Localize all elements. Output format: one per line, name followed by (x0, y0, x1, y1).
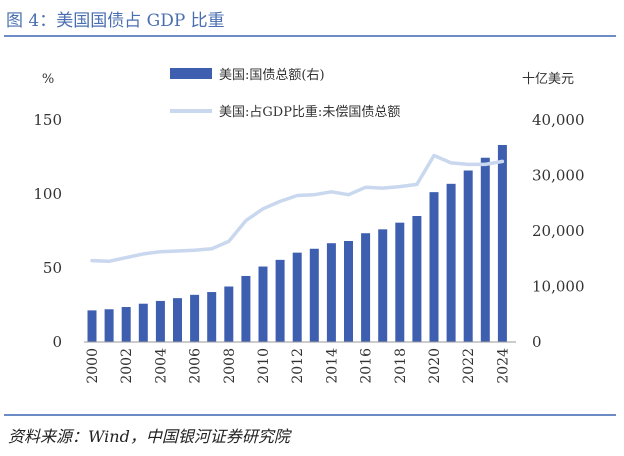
bar (429, 192, 439, 342)
left-tick-label: 150 (33, 111, 62, 129)
legend-label-bar: 美国:国债总额(右) (219, 68, 325, 83)
x-axis: 2000 2002 2004 2006 2008 2010 2012 2014 2016 2018… (85, 348, 511, 384)
x-tick-label: 2024 (495, 348, 511, 384)
bar (497, 144, 507, 342)
bar (326, 243, 336, 342)
bar (463, 170, 473, 342)
x-tick-label: 2014 (324, 348, 340, 384)
x-tick-label: 2020 (427, 348, 443, 384)
right-tick-label: 10,000 (532, 278, 585, 296)
right-tick-label: 30,000 (532, 167, 585, 185)
bar (412, 216, 422, 342)
bar (446, 183, 456, 342)
right-axis-unit: 十亿美元 (522, 72, 574, 87)
x-tick-label: 2018 (393, 348, 409, 384)
bar (480, 157, 490, 342)
gdp-ratio-line (90, 153, 505, 264)
right-tick-label: 40,000 (532, 111, 585, 129)
line-series-group (90, 153, 505, 264)
bar (292, 252, 302, 342)
x-tick-label: 2012 (290, 348, 306, 384)
left-tick-label: 100 (33, 185, 62, 203)
bar (104, 309, 114, 342)
x-tick-label: 2002 (119, 348, 135, 384)
bar (155, 300, 165, 342)
bar (138, 303, 148, 342)
bar (173, 298, 182, 342)
right-tick-label: 0 (532, 333, 542, 351)
bar (309, 248, 319, 342)
bar (378, 229, 388, 342)
bar (395, 222, 405, 342)
bar (241, 275, 251, 342)
x-tick-label: 2008 (222, 348, 238, 384)
left-axis-unit: % (42, 72, 54, 87)
bar (190, 294, 200, 342)
bar (87, 310, 97, 342)
source-note: 资料来源：Wind，中国银河证券研究院 (8, 427, 290, 446)
x-tick-label: 2004 (153, 348, 169, 384)
bar (361, 233, 371, 342)
legend-swatch-bar (170, 68, 212, 79)
left-axis: 0 50 100 150 (33, 111, 62, 351)
legend-label-line: 美国:占GDP比重:未偿国债总额 (219, 104, 400, 120)
bar (344, 240, 353, 342)
x-tick-label: 2022 (461, 348, 477, 384)
chart-title: 图 4：美国国债占 GDP 比重 (6, 11, 225, 31)
bar (275, 259, 285, 342)
x-tick-label: 2010 (256, 348, 272, 384)
bar-series (87, 144, 507, 342)
x-tick-label: 2000 (85, 348, 101, 384)
right-axis: 0 10,000 20,000 30,000 40,000 (532, 111, 585, 351)
title-divider (4, 35, 616, 37)
left-tick-label: 0 (52, 333, 62, 351)
bar (258, 266, 268, 342)
bar (207, 292, 217, 342)
left-tick-label: 50 (43, 259, 62, 277)
bar (224, 286, 234, 342)
x-tick-label: 2006 (188, 348, 204, 384)
right-tick-label: 20,000 (532, 222, 585, 240)
x-tick-label: 2016 (359, 348, 375, 384)
bar (121, 307, 131, 342)
source-divider (4, 414, 616, 416)
